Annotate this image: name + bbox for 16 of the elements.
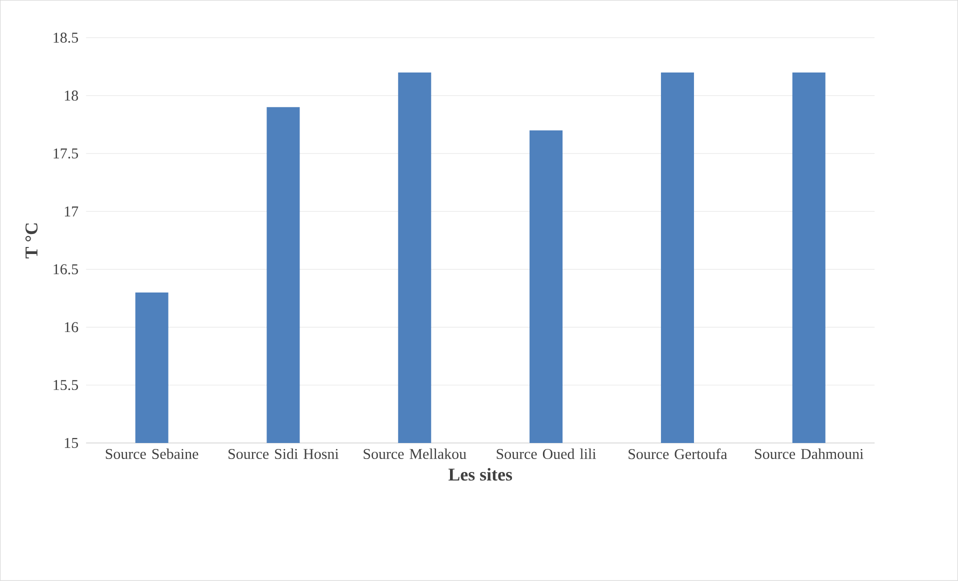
- x-tick-label: Source Dahmouni: [755, 448, 864, 460]
- y-tick-label: 18.5: [54, 32, 78, 43]
- x-tick-label: Source Sidi Hosni: [228, 448, 339, 460]
- x-tick-label: Source Sebaine: [106, 448, 198, 460]
- x-axis-title: Les sites: [448, 468, 512, 481]
- x-tick-label: Source Oued lili: [496, 448, 596, 460]
- y-tick-label: 15.5: [54, 380, 78, 390]
- x-tick-label: Source Mellakou: [364, 448, 466, 460]
- y-tick-label: 18: [64, 90, 78, 101]
- y-tick-label: 16.5: [54, 264, 78, 274]
- y-axis-title: T °C: [25, 224, 38, 258]
- x-tick-label: Source Gertoufa: [628, 448, 728, 460]
- y-tick-label: 15: [64, 438, 78, 448]
- y-tick-label: 17: [64, 206, 78, 216]
- y-tick-label: 17.5: [54, 148, 78, 159]
- y-tick-label: 16: [64, 322, 78, 332]
